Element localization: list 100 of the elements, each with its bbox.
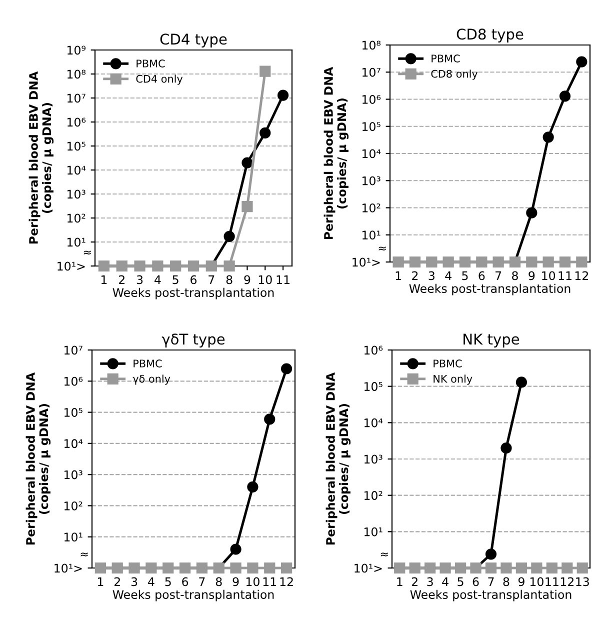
x-tick-label: 12 bbox=[575, 271, 588, 280]
text: ≈ bbox=[380, 552, 388, 557]
y-tick-label: 10³ bbox=[364, 454, 382, 464]
x-axis-title: Weeks post-transplantation bbox=[410, 590, 572, 602]
x-tick-label: 8 bbox=[216, 577, 222, 586]
point bbox=[224, 260, 235, 272]
legend-label: CD8 only bbox=[431, 70, 478, 80]
x-tick-label: 9 bbox=[528, 271, 535, 280]
x-tick-label: 4 bbox=[148, 577, 154, 586]
y-tick-label: 10³ bbox=[68, 190, 86, 199]
y-axis-title: Peripheral blood EBV DNA (copies/ μ gDNA) bbox=[28, 71, 54, 244]
point bbox=[485, 548, 497, 560]
legend-label: PBMC bbox=[136, 60, 165, 68]
y-tick-label: 10² bbox=[364, 491, 382, 500]
point bbox=[242, 157, 253, 168]
point bbox=[516, 562, 528, 574]
y-tick-label: 10⁵ bbox=[68, 142, 86, 151]
x-tick-label: 1 bbox=[101, 275, 107, 284]
y-tick-label: 10⁶ bbox=[362, 94, 381, 104]
x-tick-label: 1 bbox=[98, 577, 104, 586]
point bbox=[559, 90, 571, 102]
x-tick-label: 11 bbox=[276, 275, 290, 284]
x-tick-label: 4 bbox=[442, 577, 448, 586]
x-tick-label: 10 bbox=[530, 577, 544, 586]
x-tick-label: 11 bbox=[546, 577, 558, 586]
x-tick-label: 7 bbox=[488, 577, 494, 586]
x-tick-label: 1 bbox=[396, 271, 401, 280]
chart-title: NK type bbox=[464, 334, 520, 348]
point bbox=[280, 562, 292, 574]
y-tick-label: 10⁶ bbox=[364, 346, 383, 355]
legend-label: CD4 only bbox=[136, 74, 183, 85]
point bbox=[264, 414, 276, 425]
y-tick-label: 10⁴ bbox=[364, 418, 383, 428]
y-tick-label: 10⁴ bbox=[64, 439, 83, 448]
y-tick-label: 10⁶ bbox=[64, 376, 83, 386]
x-tick-label: 2 bbox=[412, 577, 418, 586]
y-tick-label: 10² bbox=[64, 501, 82, 510]
y-tick-label: 10¹> bbox=[58, 262, 85, 271]
y-tick-label: 10¹ bbox=[364, 527, 382, 536]
y-tick-label: 10¹> bbox=[354, 564, 382, 573]
x-tick-label: 12 bbox=[280, 577, 293, 586]
x-tick-label: 8 bbox=[503, 577, 510, 586]
x-tick-label: 9 bbox=[518, 577, 524, 586]
x-tick-label: 7 bbox=[199, 577, 205, 586]
text: ≈ bbox=[80, 552, 88, 557]
x-tick-label: 4 bbox=[445, 271, 452, 280]
y-tick-label: 10⁶ bbox=[68, 118, 86, 127]
x-tick-label: 4 bbox=[154, 275, 161, 284]
y-tick-label: 10⁴ bbox=[68, 166, 86, 175]
x-tick-label: 9 bbox=[244, 275, 250, 284]
chart-title: CD8 type bbox=[456, 28, 524, 42]
y-tick-label: 10² bbox=[68, 214, 86, 223]
point bbox=[546, 562, 558, 574]
x-tick-label: 13 bbox=[576, 577, 589, 586]
x-tick-label: 1 bbox=[397, 577, 402, 586]
point bbox=[516, 376, 528, 388]
point bbox=[542, 256, 554, 268]
legend-label: γδ only bbox=[132, 374, 170, 385]
point bbox=[500, 562, 512, 574]
x-axis-title: Weeks post-transplantation bbox=[112, 590, 274, 602]
point bbox=[247, 481, 258, 493]
y-axis-title: Peripheral blood EBV DNA (copies/ μ gDNA) bbox=[324, 66, 349, 240]
y-tick-label: 10³ bbox=[64, 470, 82, 480]
point bbox=[277, 90, 289, 101]
y-tick-label: 10⁸ bbox=[68, 70, 86, 79]
x-tick-label: 6 bbox=[478, 271, 485, 280]
point bbox=[526, 207, 538, 218]
x-tick-label: 10 bbox=[246, 577, 260, 586]
y-tick-label: 10⁵ bbox=[364, 382, 382, 391]
point bbox=[260, 66, 271, 77]
x-tick-label: 11 bbox=[558, 271, 572, 280]
point bbox=[280, 363, 292, 374]
point bbox=[230, 544, 242, 555]
y-tick-label: 10⁷ bbox=[64, 346, 82, 355]
point bbox=[576, 562, 588, 574]
point bbox=[485, 562, 497, 574]
y-tick-label: 10⁷ bbox=[68, 94, 86, 103]
y-tick-label: 10¹> bbox=[54, 564, 82, 573]
point bbox=[562, 562, 573, 574]
text: ≈ bbox=[378, 246, 386, 251]
x-tick-label: 11 bbox=[263, 577, 276, 586]
legend-label: PBMC bbox=[432, 54, 460, 62]
x-tick-label: 6 bbox=[190, 275, 197, 284]
point bbox=[526, 256, 538, 268]
x-tick-label: 3 bbox=[427, 577, 433, 586]
x-tick-label: 8 bbox=[512, 271, 518, 280]
text: ≈ bbox=[84, 250, 91, 255]
y-tick-label: 10⁴ bbox=[362, 149, 381, 158]
x-tick-label: 6 bbox=[472, 577, 479, 586]
x-tick-label: 9 bbox=[232, 577, 239, 586]
x-tick-label: 3 bbox=[131, 577, 138, 586]
x-tick-label: 2 bbox=[412, 271, 418, 280]
x-tick-label: 5 bbox=[172, 275, 178, 284]
point bbox=[247, 562, 258, 574]
x-tick-label: 7 bbox=[496, 271, 502, 280]
y-tick-label: 10¹ bbox=[362, 230, 380, 240]
x-tick-label: 8 bbox=[226, 275, 232, 284]
x-tick-label: 12 bbox=[560, 577, 574, 586]
y-tick-label: 10³ bbox=[362, 176, 380, 186]
x-tick-label: 5 bbox=[458, 577, 464, 586]
